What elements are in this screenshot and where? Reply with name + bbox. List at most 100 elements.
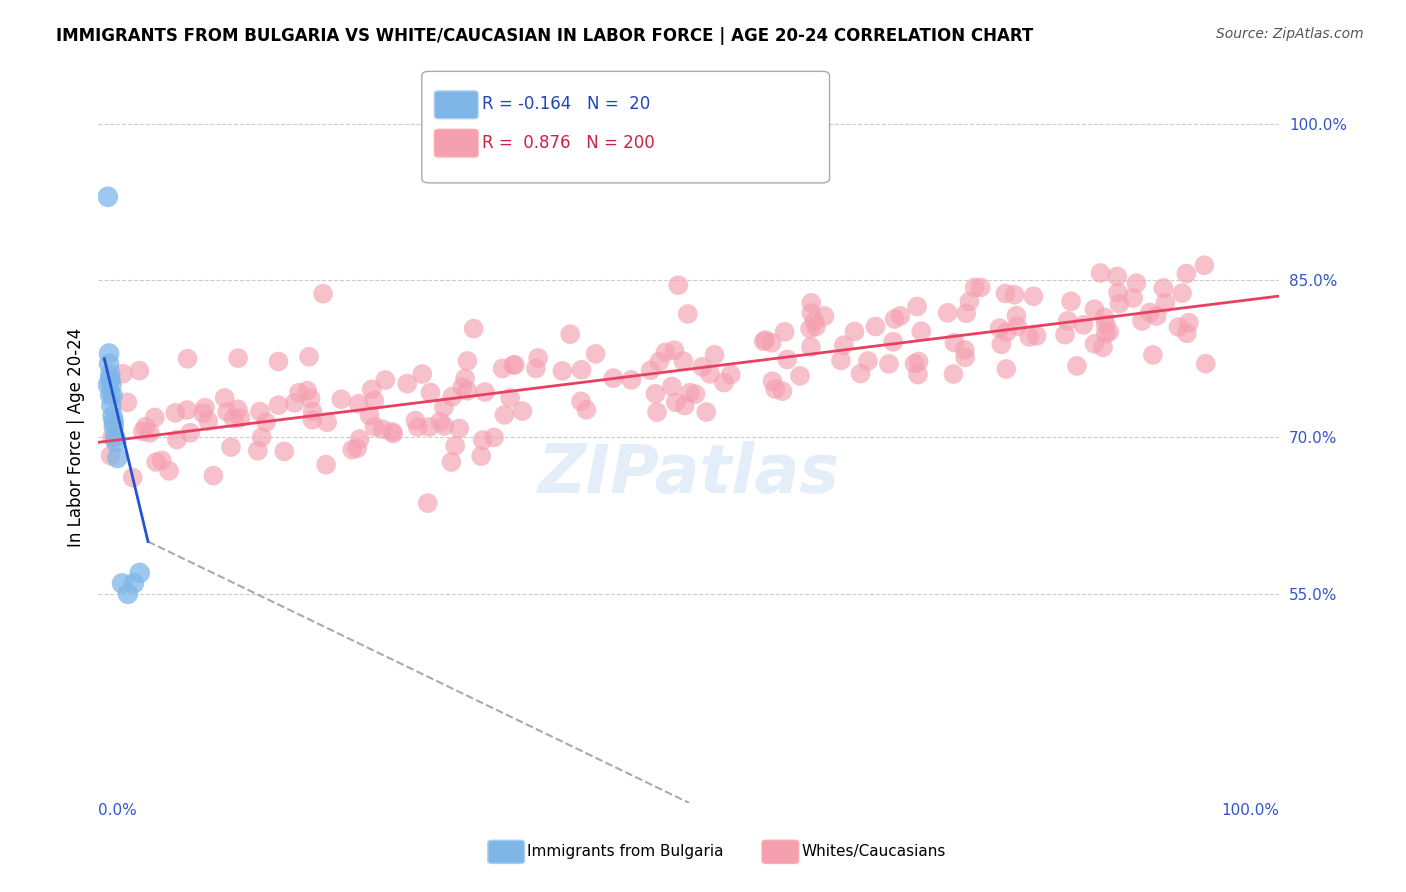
Point — [645, 405, 668, 419]
Text: 0.0%: 0.0% — [98, 803, 138, 818]
Point — [679, 385, 702, 400]
Point — [690, 359, 713, 374]
Point — [803, 314, 825, 328]
Point — [267, 398, 290, 412]
Point — [943, 335, 966, 350]
Point — [117, 587, 139, 601]
Point — [101, 388, 124, 402]
Point — [1146, 309, 1168, 323]
Point — [959, 294, 981, 309]
Point — [754, 333, 776, 347]
Point — [1007, 319, 1029, 334]
Point — [905, 300, 928, 314]
Point — [882, 334, 904, 349]
Point — [585, 347, 607, 361]
Point — [1130, 314, 1153, 328]
Point — [97, 190, 120, 204]
Point — [117, 395, 139, 409]
Point — [673, 399, 696, 413]
Point — [676, 307, 699, 321]
Point — [371, 422, 394, 436]
Point — [713, 376, 735, 390]
Point — [907, 368, 929, 382]
Point — [1098, 325, 1121, 339]
Point — [299, 392, 322, 406]
Point — [1152, 281, 1174, 295]
Point — [666, 278, 689, 293]
Point — [1125, 276, 1147, 290]
Point — [527, 351, 550, 365]
Point — [165, 406, 187, 420]
Point — [284, 396, 307, 410]
Point — [672, 354, 695, 368]
Point — [1175, 326, 1198, 341]
Point — [699, 367, 721, 381]
Point — [474, 385, 496, 400]
Point — [703, 348, 725, 362]
Point — [524, 361, 547, 376]
Point — [166, 433, 188, 447]
Point — [456, 384, 478, 398]
Point — [98, 368, 121, 382]
Text: 100.0%: 100.0% — [1222, 803, 1279, 818]
Point — [429, 415, 451, 429]
Point — [98, 373, 121, 387]
Point — [121, 470, 143, 484]
Point — [990, 337, 1012, 351]
Point — [176, 351, 198, 366]
Point — [800, 296, 823, 310]
Point — [101, 409, 124, 424]
Point — [441, 390, 464, 404]
Point — [128, 566, 150, 580]
Point — [988, 321, 1011, 335]
Point — [789, 368, 811, 383]
Point — [664, 343, 686, 358]
Point — [406, 420, 429, 434]
Point — [1090, 266, 1112, 280]
Point — [433, 419, 456, 434]
Point — [602, 371, 624, 385]
Point — [776, 352, 799, 367]
Point — [359, 409, 381, 423]
Point — [363, 393, 385, 408]
Point — [346, 442, 368, 456]
Point — [1154, 296, 1177, 310]
Point — [942, 367, 965, 381]
Point — [1178, 316, 1201, 330]
Point — [103, 414, 125, 428]
Point — [219, 440, 242, 454]
Point — [349, 432, 371, 446]
Point — [903, 357, 925, 371]
Point — [202, 468, 225, 483]
Point — [648, 354, 671, 368]
Point — [143, 410, 166, 425]
Point — [503, 358, 526, 372]
Point — [342, 442, 364, 457]
Point — [100, 377, 122, 392]
Point — [665, 395, 688, 409]
Point — [752, 334, 775, 349]
Point — [640, 363, 662, 377]
Point — [381, 425, 404, 439]
Point — [1018, 330, 1040, 344]
Point — [832, 338, 855, 352]
Point — [316, 415, 339, 429]
Text: Source: ZipAtlas.com: Source: ZipAtlas.com — [1216, 27, 1364, 41]
Point — [856, 354, 879, 368]
Point — [1005, 309, 1028, 323]
Point — [1094, 326, 1116, 341]
Point — [963, 280, 986, 294]
Point — [994, 286, 1017, 301]
Point — [644, 386, 666, 401]
Point — [883, 312, 905, 326]
Point — [97, 377, 120, 392]
Point — [197, 414, 219, 428]
Point — [800, 340, 823, 354]
Point — [404, 414, 426, 428]
Point — [131, 425, 153, 439]
Point — [494, 408, 516, 422]
Point — [1060, 294, 1083, 309]
Point — [620, 373, 643, 387]
Point — [100, 449, 122, 463]
Point — [98, 388, 121, 402]
